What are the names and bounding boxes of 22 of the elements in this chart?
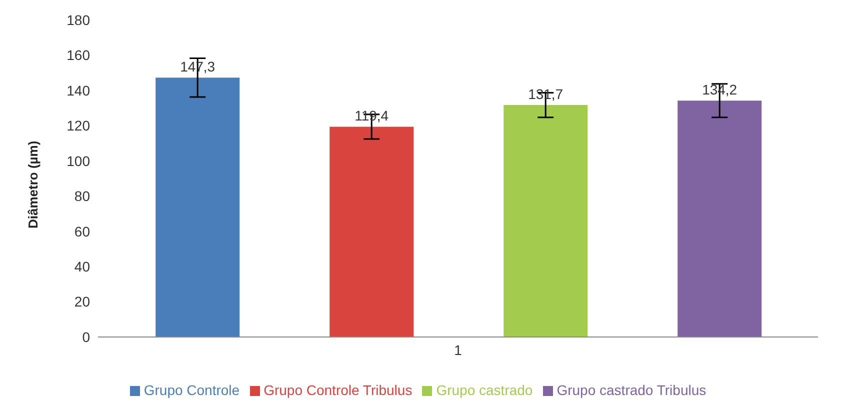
legend-label: Grupo Controle Tribulus [264,382,412,398]
legend-label: Grupo castrado Tribulus [556,382,706,398]
y-tick-label: 80 [74,188,90,204]
y-tick-label: 0 [82,328,90,345]
data-label: 119,4 [354,108,389,124]
y-tick-label: 20 [74,294,90,310]
x-tick-label: 1 [454,342,462,358]
legend-label: Grupo Controle [144,382,240,398]
y-tick-label: 180 [66,12,90,28]
y-tick-label: 140 [66,82,90,98]
bar [330,126,414,337]
bar [678,100,762,337]
data-label: 131,7 [528,86,564,102]
y-tick-label: 100 [66,152,90,169]
y-tick-label: 60 [74,223,90,240]
y-tick-label: 40 [74,258,90,275]
bar [504,105,588,337]
y-tick-label: 120 [66,118,90,134]
bar [156,78,240,337]
y-axis-title: Diâmetro (µm) [26,140,41,228]
y-tick-label: 160 [66,47,90,64]
legend-label: Grupo castrado [436,382,533,398]
